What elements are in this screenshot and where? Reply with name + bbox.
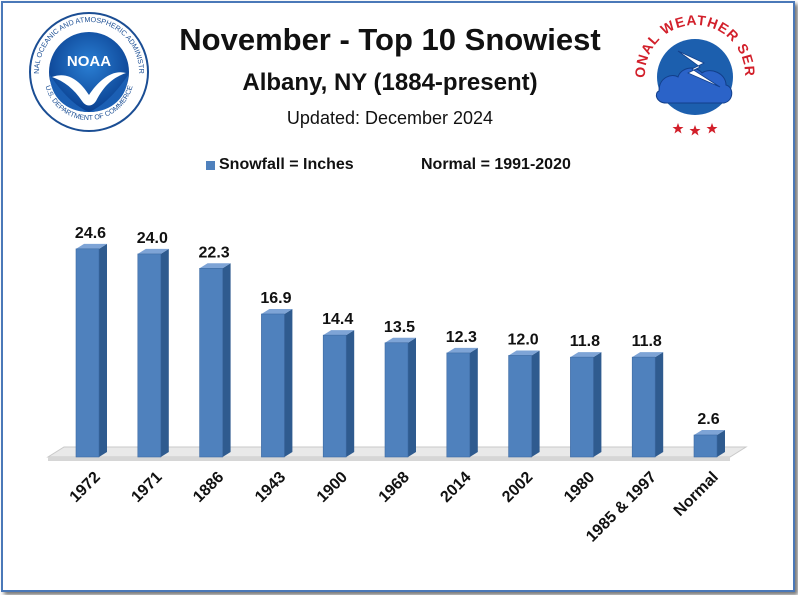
- data-label: 2.6: [697, 411, 719, 428]
- noaa-logo-text: NOAA: [67, 53, 111, 70]
- legend-swatch: [206, 161, 215, 170]
- bar-side: [222, 263, 231, 457]
- data-label: 12.3: [446, 329, 477, 346]
- bar: [75, 248, 100, 458]
- x-tick-label: 1972: [67, 469, 104, 506]
- x-tick-label: Normal: [671, 469, 722, 520]
- data-label: 11.8: [570, 333, 600, 350]
- bar-top: [261, 309, 293, 314]
- data-label: 14.4: [322, 311, 353, 328]
- bar: [631, 356, 656, 458]
- bar-top: [570, 352, 602, 358]
- bar-side: [531, 350, 540, 457]
- bar-top: [508, 350, 540, 356]
- bar: [570, 356, 594, 458]
- bar-side: [160, 248, 169, 457]
- x-tick-label: 1980: [561, 469, 598, 506]
- x-tick-label: 1886: [190, 469, 227, 506]
- bar-side: [99, 243, 107, 457]
- bar: [384, 342, 409, 458]
- bar-side: [346, 330, 355, 457]
- data-label: 11.8: [632, 333, 662, 350]
- bar-top: [137, 248, 169, 254]
- legend-normal-label: Normal = 1991-2020: [421, 156, 571, 173]
- chart-legend: Snowfall = Inches Normal = 1991-2020: [0, 155, 798, 179]
- bar: [693, 434, 718, 458]
- bar-top: [323, 330, 355, 336]
- x-tick-label: 1971: [128, 469, 165, 506]
- bar: [446, 352, 471, 458]
- data-label: 24.6: [75, 225, 106, 242]
- bar-top: [76, 243, 107, 249]
- x-tick-label: 2014: [437, 469, 474, 506]
- chart-subtitle: Albany, NY (1884-present): [242, 69, 538, 96]
- bar: [508, 355, 532, 458]
- data-label: 24.0: [137, 230, 168, 247]
- data-label: 16.9: [260, 290, 291, 307]
- data-label: 22.3: [199, 244, 230, 261]
- bar-top: [694, 430, 725, 435]
- chart-floor-edge: [48, 457, 730, 461]
- nws-logo: NATIONAL WEATHER SERVICE: [634, 11, 756, 136]
- bar-side: [655, 352, 664, 457]
- bar-top: [385, 337, 416, 343]
- legend-series-label: Snowfall = Inches: [219, 156, 354, 173]
- bar-side: [408, 337, 416, 457]
- bar: [137, 253, 162, 458]
- bar: [199, 268, 223, 458]
- bar-side: [717, 430, 725, 457]
- chart-title: November - Top 10 Snowiest: [179, 22, 601, 57]
- data-label: 12.0: [508, 331, 539, 348]
- data-label: 13.5: [384, 319, 415, 336]
- bar-side: [469, 347, 478, 457]
- x-tick-label: 1943: [252, 469, 289, 506]
- bar-top: [632, 352, 664, 358]
- bar-top: [446, 347, 478, 353]
- x-tick-label: 2002: [499, 469, 536, 506]
- bar: [261, 313, 285, 458]
- x-tick-label: 1968: [376, 469, 413, 506]
- updated-text: Updated: December 2024: [286, 108, 494, 128]
- bar-top: [199, 263, 231, 269]
- bar: [322, 334, 347, 458]
- bar-side: [593, 352, 602, 457]
- bar-side: [284, 309, 293, 457]
- noaa-logo: NATIONAL OCEANIC AND ATMOSPHERIC ADMINIS…: [28, 11, 149, 132]
- x-tick-label: 1900: [314, 469, 351, 506]
